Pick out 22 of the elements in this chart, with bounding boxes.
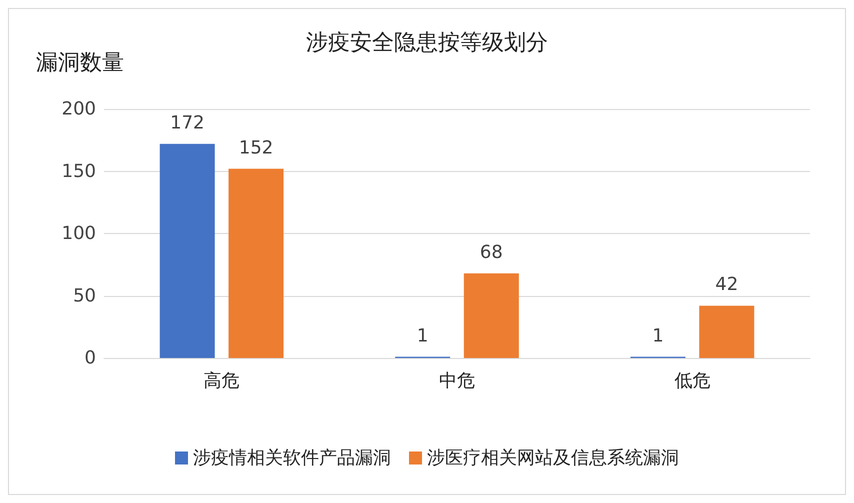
y-tick-label: 200 <box>62 98 96 120</box>
y-tick-label: 50 <box>73 285 96 306</box>
x-tick-label: 低危 <box>674 370 710 392</box>
chart-title: 涉疫安全隐患按等级划分 <box>306 30 548 56</box>
bar <box>160 144 215 358</box>
data-label: 68 <box>480 242 503 263</box>
legend-label: 涉疫情相关软件产品漏洞 <box>193 448 391 468</box>
legend-label: 涉医疗相关网站及信息系统漏洞 <box>427 448 679 468</box>
data-label: 1 <box>416 325 428 346</box>
x-tick-label: 高危 <box>204 370 240 392</box>
data-label: 172 <box>170 112 204 134</box>
bar <box>464 273 519 358</box>
bar <box>699 306 754 358</box>
data-label: 152 <box>238 137 274 158</box>
data-label: 1 <box>652 325 664 346</box>
data-label: 42 <box>715 274 738 296</box>
y-tick-label: 0 <box>84 348 96 368</box>
y-tick-label: 150 <box>62 160 96 182</box>
bar <box>228 168 284 358</box>
y-axis-title: 漏洞数量 <box>36 50 124 76</box>
x-tick-label: 中危 <box>439 370 475 392</box>
y-tick-label: 100 <box>62 223 96 244</box>
